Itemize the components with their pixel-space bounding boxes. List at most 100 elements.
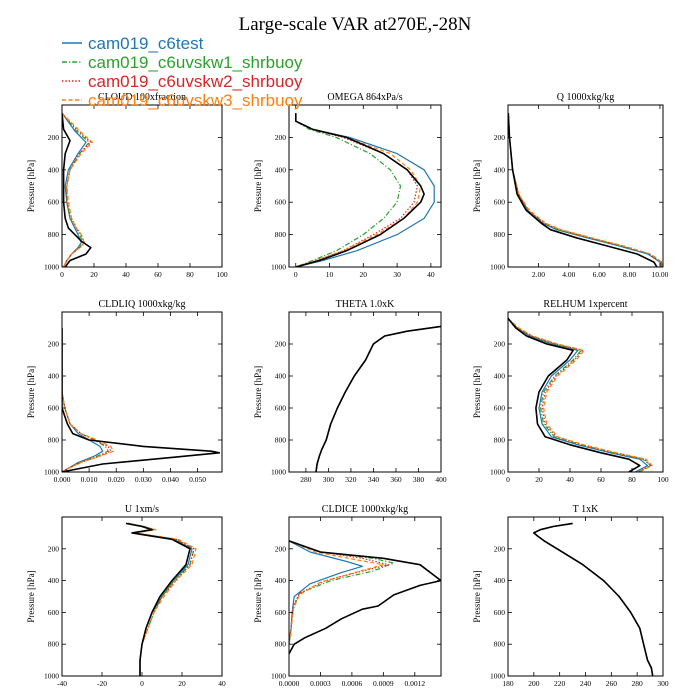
series-line bbox=[508, 317, 652, 472]
series-group bbox=[508, 113, 663, 267]
y-tick-label: 1000 bbox=[271, 672, 286, 681]
x-tick-label: 300 bbox=[657, 679, 669, 688]
legend-label: cam019_c6uvskw3_shrbuoy bbox=[88, 91, 303, 110]
series-line bbox=[508, 317, 649, 472]
y-tick-label: 800 bbox=[494, 230, 506, 239]
x-tick-label: 100 bbox=[657, 475, 669, 484]
x-tick-label: 0.030 bbox=[135, 475, 152, 484]
y-tick-label: 400 bbox=[48, 165, 60, 174]
y-tick-label: 800 bbox=[48, 640, 60, 649]
plot-frame bbox=[61, 516, 223, 677]
x-tick-label: -20 bbox=[97, 679, 107, 688]
y-tick-label: 400 bbox=[494, 372, 506, 381]
x-tick-label: 340 bbox=[368, 475, 380, 484]
y-tick-label: 600 bbox=[494, 198, 506, 207]
y-axis-label: Pressure [hPa] bbox=[253, 160, 263, 212]
x-tick-label: 260 bbox=[606, 679, 618, 688]
x-tick-label: 8.00 bbox=[623, 270, 636, 279]
x-tick-label: 80 bbox=[186, 270, 194, 279]
x-tick-label: 20 bbox=[360, 270, 368, 279]
series-line bbox=[289, 540, 390, 645]
x-tick-label: 10 bbox=[326, 270, 334, 279]
y-tick-label: 800 bbox=[494, 436, 506, 445]
y-tick-label: 600 bbox=[48, 198, 60, 207]
x-tick-label: 320 bbox=[345, 475, 357, 484]
x-tick-label: 30 bbox=[393, 270, 401, 279]
y-tick-label: 400 bbox=[494, 165, 506, 174]
series-line bbox=[62, 328, 104, 472]
panel-title: CLOUD 100xfraction bbox=[98, 92, 186, 103]
series-line bbox=[62, 328, 109, 472]
y-tick-label: 600 bbox=[494, 404, 506, 413]
y-axis-label: Pressure [hPa] bbox=[253, 570, 263, 622]
series-line bbox=[62, 328, 221, 472]
y-tick-label: 1000 bbox=[271, 263, 286, 272]
panel-2: OMEGA 864xPa/s Pressure [hPa] 200 400 600 800… bbox=[253, 92, 442, 279]
series-line bbox=[508, 317, 641, 472]
x-tick-label: 0.040 bbox=[162, 475, 179, 484]
y-tick-label: 200 bbox=[494, 340, 506, 349]
y-tick-label: 200 bbox=[48, 340, 60, 349]
y-tick-label: 600 bbox=[275, 198, 287, 207]
x-tick-label: 60 bbox=[154, 270, 162, 279]
y-tick-label: 800 bbox=[275, 230, 287, 239]
x-tick-label: 300 bbox=[323, 475, 335, 484]
legend-item: cam019_c6uvskw2_shrbuoy bbox=[62, 72, 303, 91]
y-tick-label: 400 bbox=[48, 576, 60, 585]
y-axis-label: Pressure [hPa] bbox=[253, 366, 263, 418]
plot-frame bbox=[288, 516, 442, 677]
series-line bbox=[315, 325, 441, 472]
series-line bbox=[315, 325, 441, 472]
legend-item: cam019_c6uvskw1_shrbuoy bbox=[62, 53, 303, 72]
y-tick-label: 800 bbox=[48, 436, 60, 445]
series-line bbox=[315, 325, 441, 472]
x-tick-label: 4.00 bbox=[562, 270, 575, 279]
panel-title: CLDICE 1000xkg/kg bbox=[322, 504, 408, 515]
y-tick-label: 1000 bbox=[44, 263, 59, 272]
x-tick-label: -40 bbox=[57, 679, 67, 688]
y-tick-label: 600 bbox=[275, 608, 287, 617]
series-line bbox=[62, 328, 115, 472]
y-tick-label: 1000 bbox=[490, 468, 505, 477]
y-tick-label: 600 bbox=[48, 404, 60, 413]
x-tick-label: 220 bbox=[554, 679, 566, 688]
x-tick-label: 360 bbox=[390, 475, 402, 484]
x-tick-label: 280 bbox=[632, 679, 644, 688]
panel-title: CLDLIQ 1000xkg/kg bbox=[99, 299, 186, 310]
series-line bbox=[508, 113, 663, 267]
series-line bbox=[62, 112, 94, 267]
plot-frame bbox=[288, 104, 442, 268]
x-tick-label: 100 bbox=[216, 270, 228, 279]
y-tick-label: 800 bbox=[275, 436, 287, 445]
x-tick-label: 60 bbox=[597, 475, 605, 484]
series-line bbox=[508, 113, 663, 267]
legend-label: cam019_c6uvskw1_shrbuoy bbox=[88, 53, 303, 72]
x-tick-label: 0.0012 bbox=[404, 679, 425, 688]
panel-title: THETA 1.0xK bbox=[336, 299, 395, 310]
x-tick-label: 280 bbox=[300, 475, 312, 484]
x-tick-label: 20 bbox=[90, 270, 98, 279]
x-tick-label: 0.050 bbox=[189, 475, 206, 484]
series-line bbox=[295, 113, 402, 267]
y-tick-label: 200 bbox=[275, 133, 287, 142]
series-line bbox=[508, 317, 653, 472]
y-tick-label: 1000 bbox=[490, 263, 505, 272]
series-group bbox=[62, 112, 94, 267]
y-tick-label: 400 bbox=[275, 165, 287, 174]
series-line bbox=[62, 112, 90, 267]
panel-title: OMEGA 864xPa/s bbox=[327, 92, 402, 103]
series-line bbox=[508, 113, 663, 267]
y-axis-label: Pressure [hPa] bbox=[26, 366, 36, 418]
x-tick-label: 40 bbox=[427, 270, 435, 279]
series-line bbox=[295, 113, 435, 267]
y-tick-label: 1000 bbox=[271, 468, 286, 477]
legend-item: cam019_c6test bbox=[62, 34, 204, 53]
legend: cam019_c6testcam019_c6uvskw1_shrbuoycam0… bbox=[62, 34, 303, 110]
series-line bbox=[315, 325, 441, 472]
series-line bbox=[315, 325, 441, 472]
legend-label: cam019_c6uvskw2_shrbuoy bbox=[88, 72, 303, 91]
x-tick-label: 0.000 bbox=[54, 475, 71, 484]
x-tick-label: 40 bbox=[566, 475, 574, 484]
panel-5: THETA 1.0xK Pressure [hPa] 200 400 600 800 100… bbox=[253, 299, 447, 484]
